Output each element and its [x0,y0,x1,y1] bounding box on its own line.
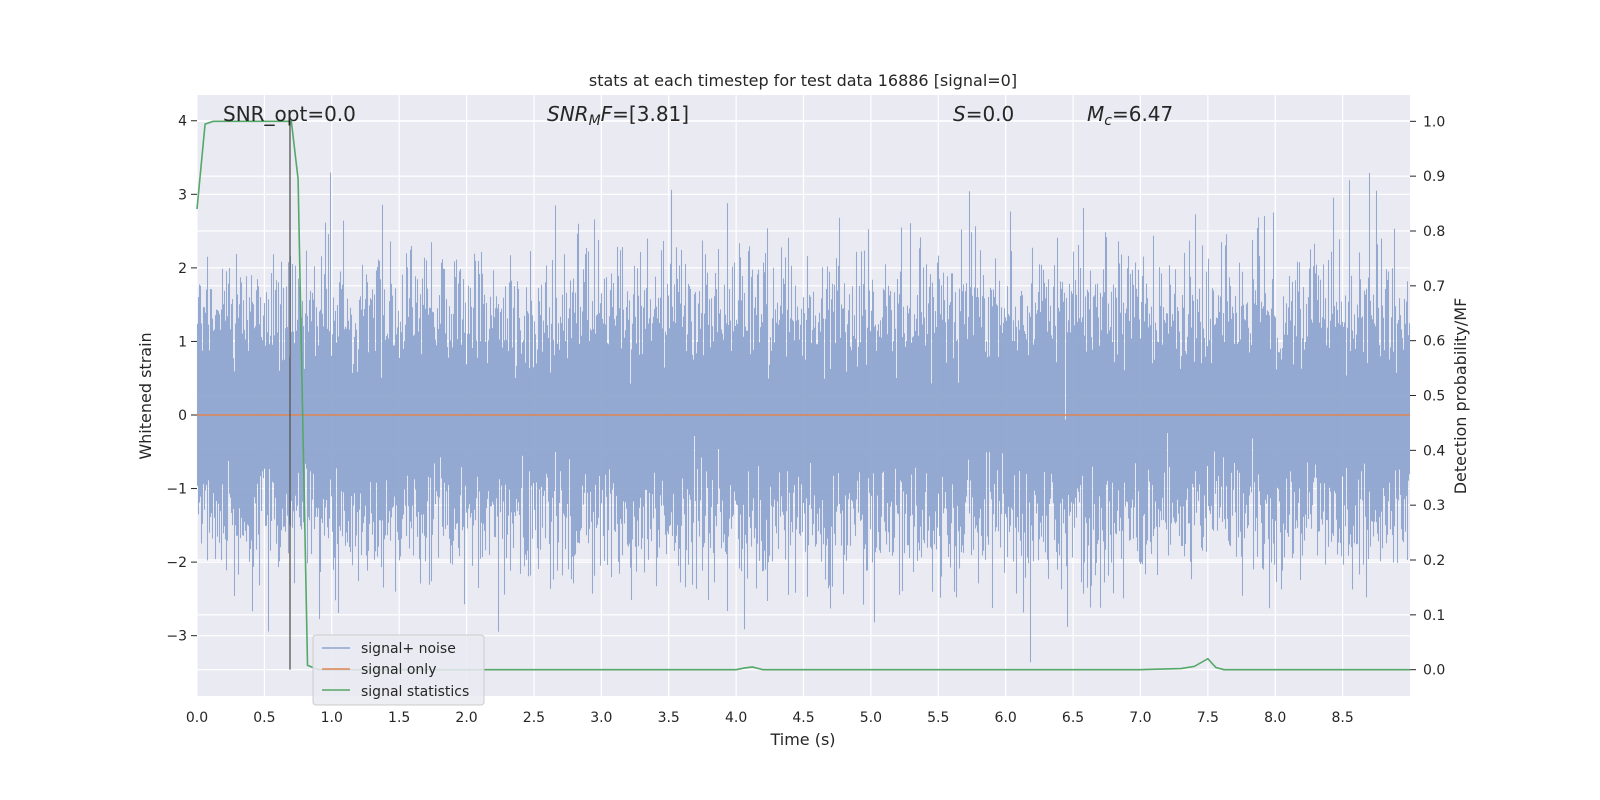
x-tick-label: 4.0 [725,710,747,726]
legend-box [312,634,485,706]
x-tick-labels: 0.0 0.5 1.0 1.5 2.0 2.5 3.0 3.5 4.0 4.5 5.0 5.5 6.0 6… [186,710,1354,726]
y2-tick-label: 0.5 [1423,389,1445,405]
x-tick-label: 1.5 [388,710,410,726]
chart-title: stats at each timestep for test data 168… [589,71,1017,90]
y2-tick-label: 0.8 [1423,224,1445,240]
x-tick-label: 7.0 [1129,710,1151,726]
x-tick-label: 4.5 [792,710,814,726]
x-tick-label: 2.0 [455,710,477,726]
x-tick-label: 7.5 [1197,710,1219,726]
y2-tick-label: 0.6 [1423,334,1445,350]
y-axis-label: Whitened strain [136,332,155,459]
legend-label-signal-statistics: signal statistics [361,684,469,700]
y-tick-labels: 4 3 2 1 0 −1 −2 −3 [166,114,197,645]
mc-symbol: M [1087,102,1104,126]
s-symbol: S [953,102,966,126]
mc-subscript: c [1104,113,1112,129]
y2-tick-label: 0.0 [1423,663,1445,679]
y2-axis-label: Detection probability/MF [1451,298,1470,495]
y2-tick-label: 0.4 [1423,443,1445,459]
x-tick-label: 2.5 [523,710,545,726]
y-tick-label: −3 [166,629,187,645]
y-tick-label: 1 [178,334,187,350]
y2-tick-label: 0.7 [1423,279,1445,295]
y2-tick-label: 0.2 [1423,553,1445,569]
x-axis-label: Time (s) [769,730,835,749]
signal-statistics-line [196,120,1410,671]
x-tick-label: 1.0 [321,710,343,726]
mc-value: =6.47 [1112,102,1173,126]
x-tick-label: 3.0 [590,710,612,726]
x-tick-label: 5.5 [927,710,949,726]
y2-tick-labels: 1.0 0.9 0.8 0.7 0.6 0.5 0.4 0.3 0.2 0.1 0.0 [1410,114,1445,679]
y2-tick-label: 0.9 [1423,169,1445,185]
y-tick-label: 2 [178,261,187,277]
legend-label-signal-only: signal only [361,662,436,678]
annotation-snr-mf: SNRMF=[3.81] [547,102,689,129]
s-value: =0.0 [966,102,1015,126]
x-tick-label: 5.0 [860,710,882,726]
y2-tick-label: 1.0 [1423,114,1445,130]
x-tick-label: 3.5 [658,710,680,726]
y-tick-label: −2 [166,555,187,571]
x-tick-label: 8.0 [1264,710,1286,726]
annotation-mc: Mc=6.47 [1087,102,1173,129]
snr-mf-symbol: SNR [547,102,589,126]
snr-mf-value: =[3.81] [612,102,689,126]
legend: signal+ noise signal only signal statist… [312,634,485,706]
x-tick-label: 0.0 [186,710,208,726]
y-tick-label: 3 [178,187,187,203]
x-tick-label: 6.0 [995,710,1017,726]
legend-label-signal-noise: signal+ noise [361,641,456,657]
y2-tick-label: 0.3 [1423,498,1445,514]
x-tick-label: 6.5 [1062,710,1084,726]
snr-mf-subscript: M [589,113,601,129]
series-signal-statistics [196,120,1410,671]
x-tick-label: 8.5 [1331,710,1353,726]
annotation-s: S=0.0 [953,102,1014,126]
x-tick-label: 0.5 [253,710,275,726]
y2-tick-label: 0.1 [1423,608,1445,624]
snr-mf-symbol-2: F [601,102,613,126]
y-tick-label: −1 [166,482,187,498]
annotation-snr-opt: SNR_opt=0.0 [223,102,356,126]
y-tick-label: 4 [178,114,187,130]
y-tick-label: 0 [178,408,187,424]
